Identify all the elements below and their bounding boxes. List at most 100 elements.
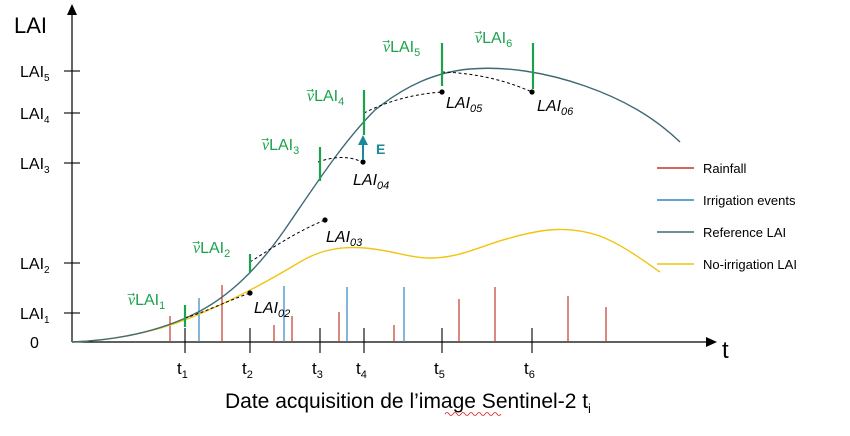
vlai-label-base: LAI bbox=[314, 88, 338, 105]
vlai-markers: v⃗LAI1 v⃗LAI2 v⃗LAI3 v⃗LAI4 v⃗LAI5 v⃗LAI6 bbox=[127, 30, 535, 327]
vlai-label-base: LAI bbox=[482, 30, 506, 47]
vlai-label: v⃗LAI1 bbox=[127, 292, 165, 312]
vlai-label-base: LAI bbox=[390, 39, 414, 56]
point-lai05 bbox=[439, 89, 445, 95]
legend-label: Irrigation events bbox=[703, 193, 796, 208]
x-tick-label: t5 bbox=[434, 359, 445, 381]
x-tick-label-sub: 6 bbox=[529, 369, 535, 381]
vlai-label-sub: 5 bbox=[414, 47, 420, 59]
vlai-label-sub: 3 bbox=[293, 145, 299, 157]
vlai-label: v⃗LAI2 bbox=[192, 240, 230, 260]
y-tick-label: LAI3 bbox=[20, 156, 50, 176]
y-tick-label-base: LAI bbox=[20, 106, 44, 123]
point-label-sub: 05 bbox=[470, 103, 483, 115]
forecast-line-2 bbox=[249, 219, 326, 263]
x-tick-label: t2 bbox=[242, 359, 253, 381]
x-tick-label: t4 bbox=[356, 359, 367, 381]
vlai-label: v⃗LAI6 bbox=[474, 30, 512, 50]
x-tick-label-base: t bbox=[177, 359, 182, 378]
y-tick-label-sub: 3 bbox=[44, 165, 50, 176]
y-tick-label: LAI2 bbox=[20, 256, 50, 276]
vlai-label-base: LAI bbox=[200, 240, 224, 257]
vlai-label-symbol: v bbox=[193, 240, 201, 257]
point-label: LAI04 bbox=[353, 172, 389, 192]
x-axis-arrowhead bbox=[706, 337, 717, 347]
point-label: LAI06 bbox=[537, 98, 574, 118]
x-tick-label-base: t bbox=[434, 359, 439, 378]
y-tick-label-sub: 1 bbox=[44, 315, 50, 326]
origin-label: 0 bbox=[30, 335, 39, 352]
x-tick-label-sub: 1 bbox=[182, 369, 188, 381]
y-tick-label-base: LAI bbox=[20, 256, 44, 273]
point-label: LAI02 bbox=[254, 300, 290, 320]
legend: Rainfall Irrigation events Reference LAI No… bbox=[657, 161, 797, 272]
vlai-label-sub: 4 bbox=[338, 96, 344, 108]
point-label-base: LAI bbox=[353, 172, 378, 189]
x-tick-label-base: t bbox=[242, 359, 247, 378]
x-tick-label-base: t bbox=[356, 359, 361, 378]
y-tick-label-sub: 5 bbox=[44, 73, 50, 84]
forecast-lines bbox=[184, 71, 533, 319]
vlai-label-sub: 1 bbox=[159, 300, 165, 312]
x-tick-label: t6 bbox=[524, 359, 535, 381]
point-label: LAI05 bbox=[446, 95, 483, 115]
x-tick-label-base: t bbox=[524, 359, 529, 378]
vlai-label-symbol: v bbox=[128, 292, 136, 309]
y-tick-label-base: LAI bbox=[20, 156, 44, 173]
y-tick-label: LAI5 bbox=[20, 64, 50, 84]
vlai-label-symbol: v bbox=[307, 88, 315, 105]
y-tick-label-base: LAI bbox=[20, 64, 44, 81]
forecast-line-5 bbox=[441, 71, 533, 93]
y-axis-title: LAI bbox=[14, 13, 47, 38]
caption-text: Date acquisition de l’image Sentinel-2 t bbox=[225, 390, 588, 413]
y-axis-arrowhead bbox=[67, 4, 77, 15]
forecast-line-3 bbox=[317, 157, 363, 163]
forecast-line-4 bbox=[363, 91, 443, 114]
vlai-label-symbol: v bbox=[262, 137, 270, 154]
vlai-label: v⃗LAI3 bbox=[261, 137, 299, 157]
reference-lai-curve bbox=[71, 67, 681, 343]
y-tick-label: LAI1 bbox=[20, 306, 50, 326]
caption-subscript: i bbox=[588, 401, 591, 416]
vlai-label-symbol: v bbox=[383, 39, 391, 56]
y-tick-label-base: LAI bbox=[20, 306, 44, 323]
vlai-label-base: LAI bbox=[269, 137, 293, 154]
error-label: E bbox=[376, 141, 385, 157]
y-tick-label-sub: 4 bbox=[44, 115, 50, 126]
point-label-sub: 04 bbox=[377, 180, 389, 192]
figure-caption: Date acquisition de l’image Sentinel-2 t… bbox=[225, 390, 591, 416]
arrow-up-icon bbox=[358, 135, 368, 145]
axes bbox=[67, 4, 717, 347]
point-lai02 bbox=[247, 290, 253, 296]
point-lai03 bbox=[322, 217, 328, 223]
x-tick-label-sub: 2 bbox=[247, 369, 253, 381]
legend-label: Reference LAI bbox=[703, 225, 786, 240]
x-axis-title: t bbox=[722, 337, 729, 364]
x-tick-label-base: t bbox=[312, 359, 317, 378]
no-irrigation-lai-curve bbox=[71, 228, 661, 343]
legend-label: No-irrigation LAI bbox=[703, 257, 797, 272]
spellcheck-underline bbox=[444, 412, 502, 416]
point-label-sub: 03 bbox=[350, 237, 363, 249]
point-label-sub: 06 bbox=[561, 106, 574, 118]
y-tick-label: LAI4 bbox=[20, 106, 50, 126]
x-tick-label-sub: 5 bbox=[439, 369, 445, 381]
point-label: LAI03 bbox=[326, 229, 363, 249]
vlai-label-sub: 6 bbox=[506, 38, 512, 50]
vlai-label-symbol: v bbox=[475, 30, 483, 47]
x-tick-label-sub: 3 bbox=[317, 369, 323, 381]
vlai-label: v⃗LAI4 bbox=[306, 88, 344, 108]
x-ticks: t1 t2 t3 t4 t5 t6 bbox=[177, 328, 535, 381]
point-label-base: LAI bbox=[446, 95, 471, 112]
point-label-base: LAI bbox=[326, 229, 351, 246]
forecast-line-1 bbox=[184, 292, 251, 319]
vlai-label-base: LAI bbox=[135, 292, 159, 309]
legend-label: Rainfall bbox=[703, 161, 746, 176]
forecast-points bbox=[247, 89, 535, 296]
x-tick-label-sub: 4 bbox=[361, 369, 367, 381]
x-tick-label: t3 bbox=[312, 359, 323, 381]
vlai-label-sub: 2 bbox=[224, 248, 230, 260]
